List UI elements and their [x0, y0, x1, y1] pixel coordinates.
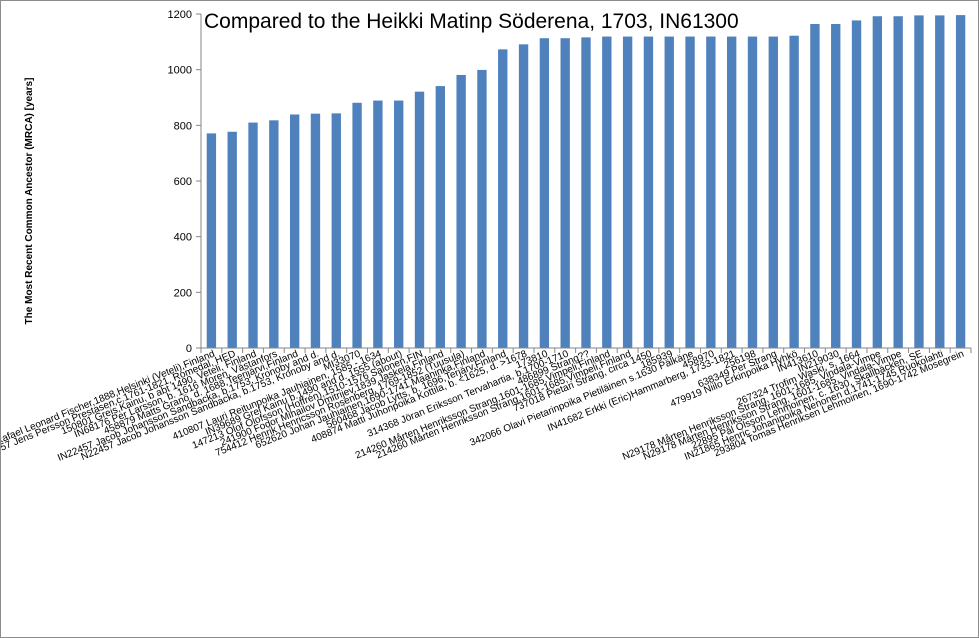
- bar: [726, 36, 737, 349]
- bar: [289, 114, 300, 348]
- bar: [227, 131, 237, 348]
- bar: [602, 36, 612, 349]
- bar: [914, 15, 924, 348]
- bar: [851, 20, 862, 349]
- x-axis: [200, 347, 972, 353]
- bar: [581, 37, 591, 348]
- bar-series: [206, 15, 966, 349]
- bar: [414, 91, 425, 348]
- bar: [747, 36, 758, 349]
- bar: [664, 36, 674, 349]
- bar: [352, 102, 362, 348]
- y-tick-label: 1000: [168, 65, 192, 77]
- bar: [706, 36, 716, 349]
- y-tick-label: 400: [174, 232, 192, 244]
- y-tick-label: 800: [174, 120, 192, 132]
- x-tick-labels: 210789 Rafael Leonard Fischer,1888,Helsi…: [1, 347, 966, 463]
- bar: [477, 69, 487, 348]
- bar: [685, 36, 695, 349]
- bar: [498, 49, 508, 348]
- bar: [269, 120, 279, 348]
- bar: [560, 38, 570, 349]
- bar: [206, 133, 217, 348]
- bar: [622, 36, 633, 349]
- bar: [831, 24, 841, 349]
- y-tick-label: 0: [186, 343, 192, 355]
- bar: [539, 38, 550, 349]
- bar: [310, 113, 321, 348]
- y-axis: 0 200 400 600 800 1000 1200: [168, 9, 202, 355]
- bar: [643, 36, 654, 349]
- bar: [955, 15, 966, 349]
- chart-title: Compared to the Heikki Matinp Söderena, …: [204, 10, 739, 33]
- bar: [518, 44, 529, 349]
- bar: [435, 86, 445, 348]
- bar: [394, 100, 404, 348]
- bar: [373, 100, 383, 348]
- bar: [248, 122, 258, 348]
- bar: [810, 24, 820, 349]
- bar: [872, 16, 883, 348]
- y-tick-label: 1200: [168, 9, 192, 21]
- bar: [331, 113, 341, 349]
- y-tick-label: 200: [174, 287, 192, 299]
- bar: [893, 16, 903, 348]
- bar: [456, 74, 466, 348]
- y-axis-label: The Most Recent Common Ancestor (MRCA) […: [24, 78, 35, 325]
- bar: [935, 15, 945, 348]
- y-tick-label: 600: [174, 176, 192, 188]
- bar: [768, 36, 778, 349]
- bar: [789, 35, 799, 349]
